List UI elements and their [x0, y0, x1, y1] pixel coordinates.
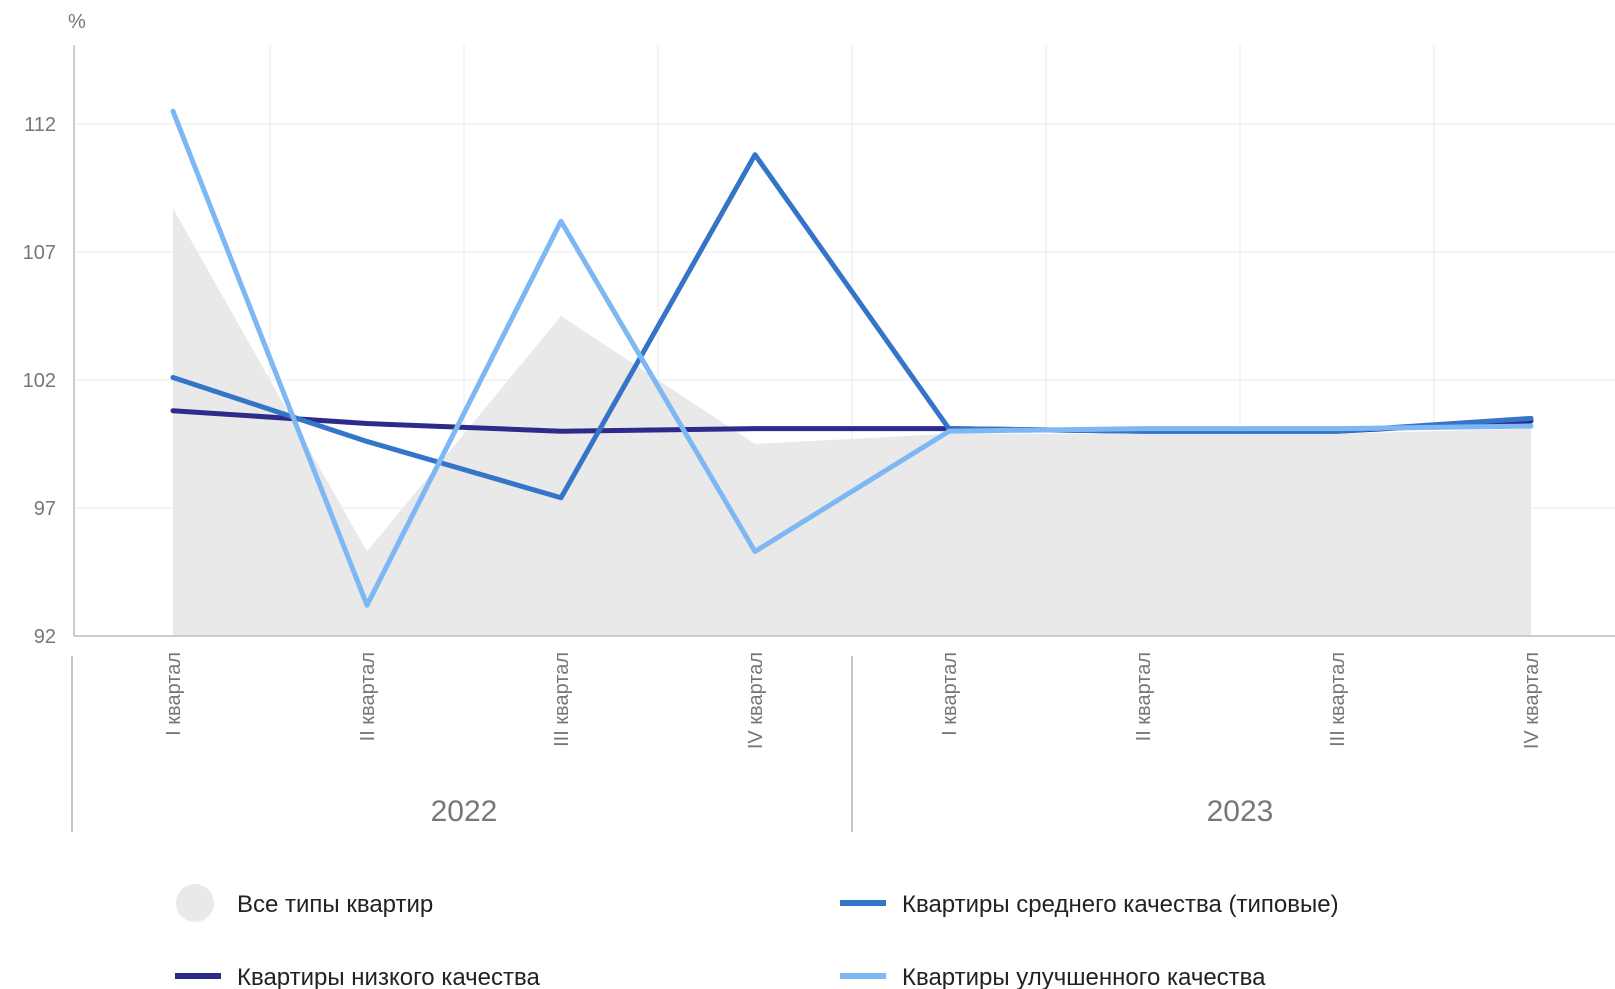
- legend-label: Все типы квартир: [237, 891, 433, 918]
- y-tick-labels: 92 97 102 107 112: [23, 114, 56, 648]
- area-series: [173, 208, 1531, 637]
- legend-swatch: [176, 884, 214, 922]
- y-tick-label: 97: [34, 498, 56, 520]
- y-axis-unit: %: [68, 11, 86, 33]
- legend-label: Квартиры низкого качества: [237, 964, 540, 989]
- x-tick-label: IV квартал: [1521, 652, 1543, 749]
- year-groups: 2022 2023: [71, 656, 1274, 832]
- x-tick-label: II квартал: [1133, 652, 1155, 741]
- y-tick-label: 112: [24, 114, 56, 136]
- x-tick-labels: I квартал II квартал III квартал IV квартал…: [163, 652, 1543, 749]
- line-series-2: [170, 152, 1534, 501]
- year-label: 2022: [431, 795, 498, 828]
- y-tick-label: 92: [34, 626, 56, 648]
- y-tick-label: 107: [23, 242, 56, 264]
- x-tick-label: II квартал: [357, 652, 379, 741]
- legend-label: Квартиры улучшенного качества: [902, 964, 1266, 989]
- legend-label: Квартиры среднего качества (типовые): [902, 891, 1339, 918]
- line-series-3: [170, 108, 1534, 608]
- axes: [73, 45, 1615, 637]
- legend: Все типы квартир Квартиры низкого качеств…: [175, 884, 1339, 989]
- year-label: 2023: [1207, 795, 1274, 828]
- x-tick-label: I квартал: [939, 652, 961, 736]
- y-tick-label: 102: [23, 370, 56, 392]
- x-tick-label: I квартал: [163, 652, 185, 736]
- x-tick-label: III квартал: [551, 652, 573, 747]
- x-tick-label: III квартал: [1327, 652, 1349, 747]
- x-tick-label: IV квартал: [745, 652, 767, 749]
- line-series: [170, 108, 1534, 608]
- area-0: [173, 208, 1531, 637]
